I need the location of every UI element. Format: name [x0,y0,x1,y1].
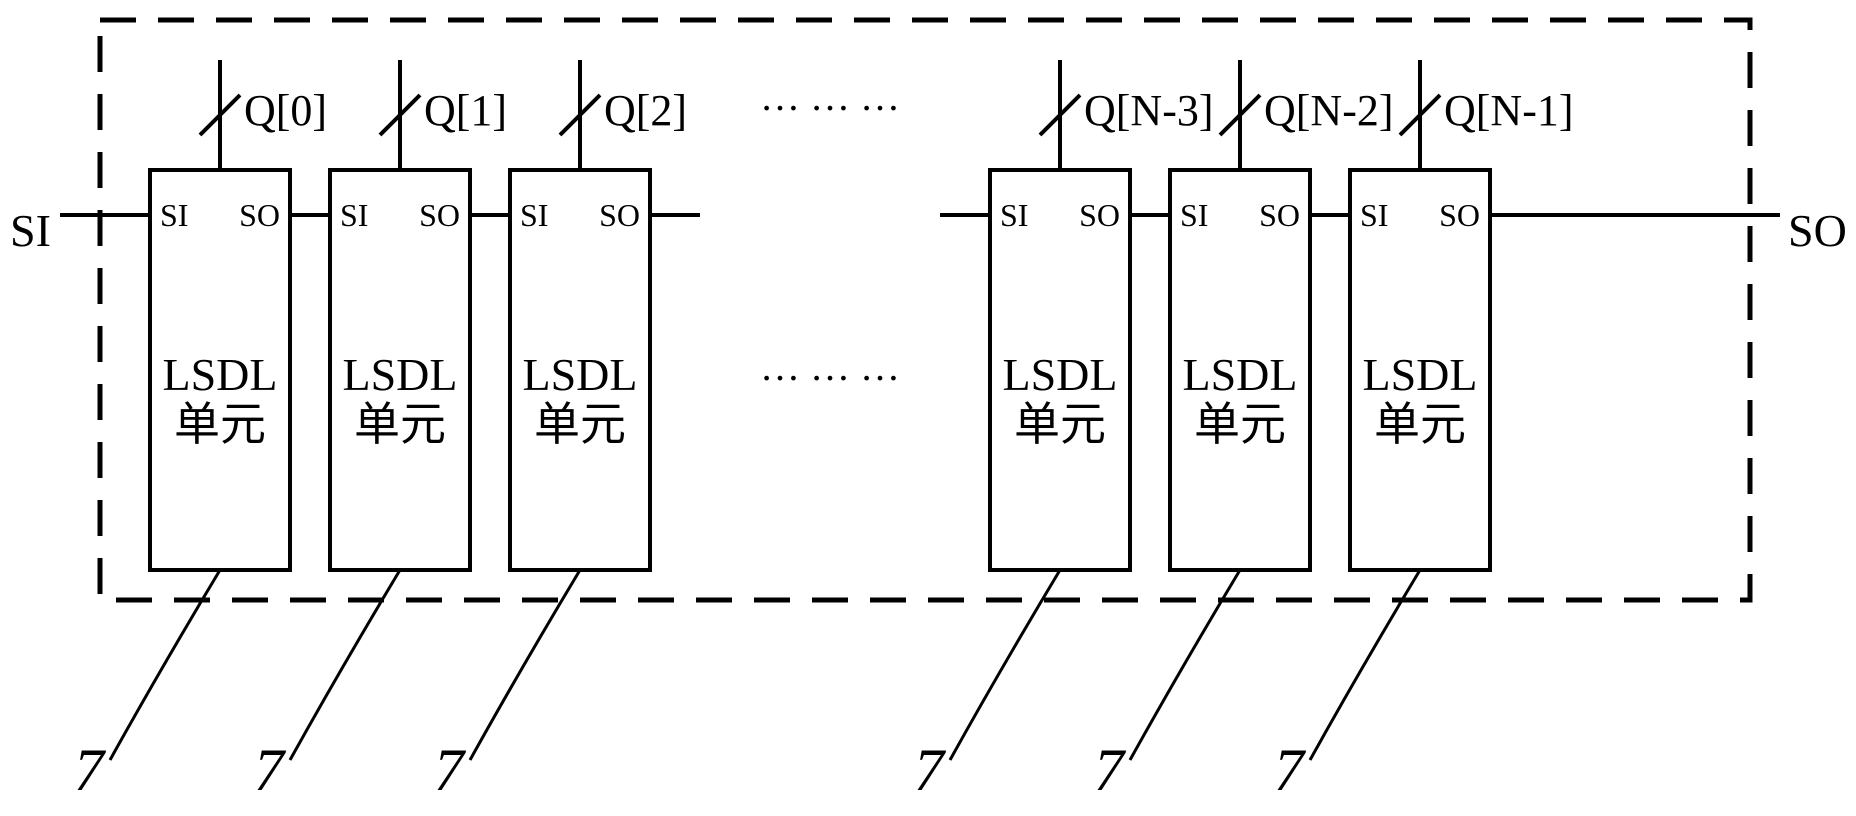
lsdl-unit-1-ref-number: 7 [254,737,287,803]
external-so-label: SO [1788,205,1847,256]
lsdl-unit-1-label2: 单元 [354,399,446,450]
lsdl-unit-4-label1: LSDL [1183,349,1298,400]
lsdl-unit-1-si-port: SI [340,197,368,233]
ellipsis-middle: … … … [760,344,900,389]
lsdl-unit-0-so-port: SO [239,197,280,233]
lsdl-unit-2-label2: 单元 [534,399,626,450]
lsdl-unit-3-si-port: SI [1000,197,1028,233]
lsdl-unit-5-label2: 单元 [1374,399,1466,450]
lsdl-unit-2-label1: LSDL [523,349,638,400]
lsdl-unit-1-so-port: SO [419,197,460,233]
shift-register-diagram: SISO… … …… … …SISOLSDL单元Q[0]7SISOLSDL单元Q… [0,0,1856,816]
lsdl-unit-2-q-label: Q[2] [604,86,687,135]
lsdl-unit-5-so-port: SO [1439,197,1480,233]
lsdl-unit-4-si-port: SI [1180,197,1208,233]
lsdl-unit-4-q-label: Q[N-2] [1264,86,1394,135]
lsdl-unit-0-label1: LSDL [163,349,278,400]
lsdl-unit-4-ref-number: 7 [1094,737,1127,803]
lsdl-unit-2-ref-number: 7 [434,737,467,803]
lsdl-unit-1-label1: LSDL [343,349,458,400]
lsdl-unit-2-si-port: SI [520,197,548,233]
lsdl-unit-3-label2: 单元 [1014,399,1106,450]
lsdl-unit-5-q-label: Q[N-1] [1444,86,1574,135]
lsdl-unit-0-q-label: Q[0] [244,86,327,135]
lsdl-unit-3-so-port: SO [1079,197,1120,233]
lsdl-unit-3-q-label: Q[N-3] [1084,86,1214,135]
lsdl-unit-5-label1: LSDL [1363,349,1478,400]
lsdl-unit-1-q-label: Q[1] [424,86,507,135]
lsdl-unit-4-so-port: SO [1259,197,1300,233]
lsdl-unit-0-si-port: SI [160,197,188,233]
external-si-label: SI [10,205,51,256]
lsdl-unit-2-so-port: SO [599,197,640,233]
lsdl-unit-5-ref-number: 7 [1274,737,1307,803]
lsdl-unit-0-label2: 单元 [174,399,266,450]
lsdl-unit-4-label2: 单元 [1194,399,1286,450]
ellipsis-top: … … … [760,74,900,119]
lsdl-unit-5-si-port: SI [1360,197,1388,233]
lsdl-unit-3-ref-number: 7 [914,737,947,803]
lsdl-unit-3-label1: LSDL [1003,349,1118,400]
lsdl-unit-0-ref-number: 7 [74,737,107,803]
